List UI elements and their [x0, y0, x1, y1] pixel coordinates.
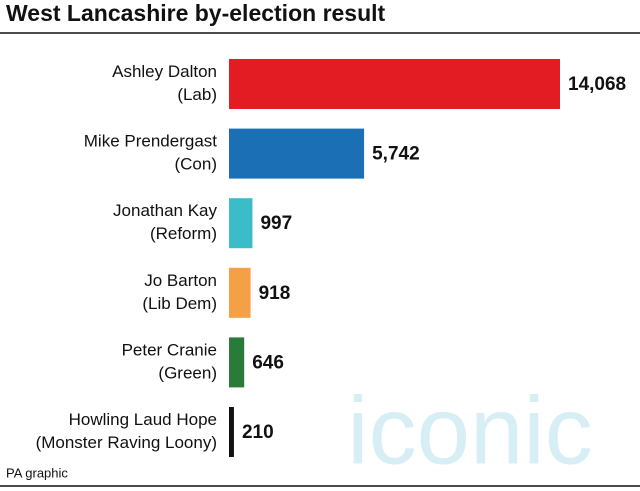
category-label: Ashley Dalton	[112, 62, 217, 81]
bar	[229, 128, 365, 179]
category-label: (Con)	[174, 155, 217, 174]
value-label: 210	[242, 422, 274, 443]
bar	[229, 198, 253, 249]
category-label: (Green)	[158, 363, 217, 382]
source: PA graphic	[6, 465, 68, 480]
chart-title: West Lancashire by-election result	[6, 0, 386, 26]
bar	[229, 267, 251, 318]
category-label: Jo Barton	[144, 271, 217, 290]
bar	[229, 407, 234, 457]
value-label: 918	[259, 283, 291, 304]
value-label: 997	[260, 213, 292, 234]
value-label: 14,068	[568, 74, 626, 95]
value-label: 646	[252, 352, 284, 373]
category-label: Mike Prendergast	[84, 132, 218, 151]
category-label: (Reform)	[150, 224, 217, 243]
category-label: (Lib Dem)	[142, 294, 217, 313]
category-label: (Monster Raving Loony)	[36, 433, 217, 452]
category-label: (Lab)	[177, 85, 217, 104]
category-label: Howling Laud Hope	[69, 410, 217, 429]
value-label: 5,742	[372, 144, 420, 165]
bar	[229, 59, 560, 109]
category-label: Jonathan Kay	[113, 201, 217, 220]
watermark: iconic	[347, 377, 592, 484]
category-label: Peter Cranie	[122, 340, 217, 359]
bar	[229, 337, 245, 388]
